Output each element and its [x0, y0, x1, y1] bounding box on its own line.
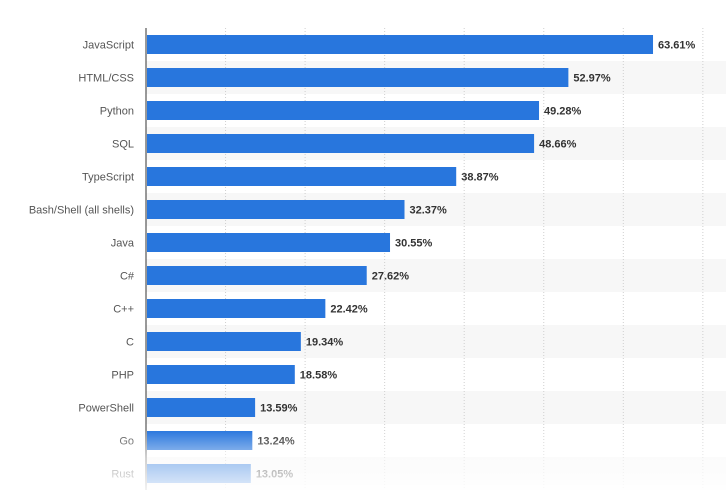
bar [147, 464, 251, 483]
category-label: HTML/CSS [78, 73, 134, 85]
value-label: 27.62% [372, 271, 410, 283]
bar [147, 266, 367, 285]
value-label: 32.37% [410, 205, 448, 217]
value-label: 38.87% [461, 172, 499, 184]
category-label: JavaScript [83, 40, 134, 52]
category-label: Bash/Shell (all shells) [29, 205, 134, 217]
value-label: 30.55% [395, 238, 433, 250]
value-label: 13.05% [256, 469, 294, 481]
category-label: SQL [112, 139, 134, 151]
bar [147, 431, 253, 450]
category-label: Rust [111, 469, 134, 481]
value-label: 63.61% [658, 40, 696, 52]
bar [147, 35, 654, 54]
category-label: C [126, 337, 134, 349]
bar [147, 134, 535, 153]
value-label: 19.34% [306, 337, 344, 349]
bar [147, 332, 301, 351]
value-label: 13.59% [260, 403, 298, 415]
bar [147, 398, 256, 417]
category-label: C# [120, 271, 135, 283]
bar [147, 299, 326, 318]
category-label: TypeScript [82, 172, 134, 184]
bar [147, 101, 540, 120]
bar [147, 68, 569, 87]
value-label: 22.42% [330, 304, 368, 316]
category-labels: JavaScript HTML/CSS Python SQL TypeScript Bas… [29, 40, 135, 481]
bar [147, 233, 391, 252]
category-label: PHP [111, 370, 134, 382]
category-label: C++ [113, 304, 134, 316]
category-label: Go [119, 436, 134, 448]
bar [147, 365, 295, 384]
value-label: 52.97% [573, 73, 611, 85]
value-label: 18.58% [300, 370, 338, 382]
value-label: 49.28% [544, 106, 582, 118]
bar [147, 167, 457, 186]
category-label: Python [100, 106, 134, 118]
category-label: PowerShell [78, 403, 134, 415]
value-label: 48.66% [539, 139, 577, 151]
value-label: 13.24% [257, 436, 295, 448]
category-label: Java [111, 238, 135, 250]
bar [147, 200, 405, 219]
